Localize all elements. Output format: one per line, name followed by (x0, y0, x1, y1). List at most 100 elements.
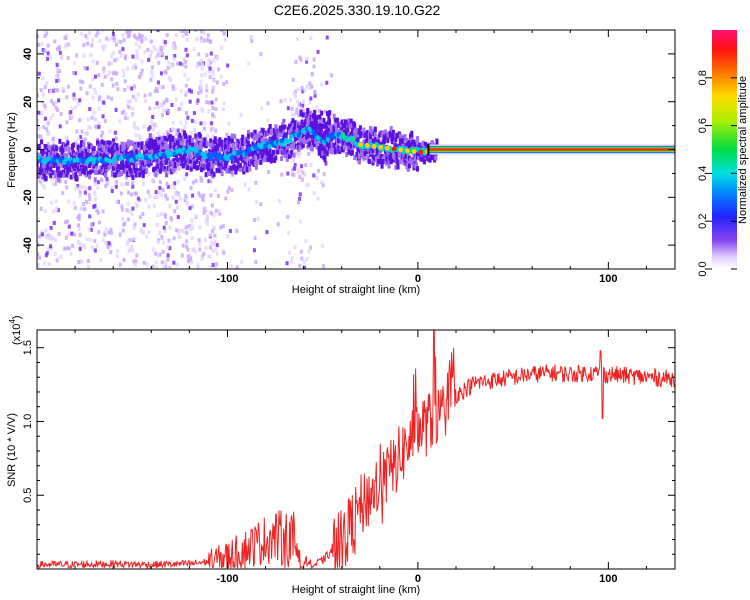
spectrogram-noise-cell (131, 106, 135, 111)
spectrogram-band-cell (141, 172, 145, 178)
spectrogram-band-cell (322, 144, 326, 150)
spectrogram-noise-cell (77, 240, 81, 245)
spectrogram-noise-cell (211, 133, 215, 138)
spectrogram-noise-cell (70, 231, 74, 236)
spectrogram-noise-cell (76, 137, 80, 142)
spectrogram-band-cell (115, 150, 119, 156)
spectrogram-noise-cell (101, 44, 105, 49)
spectrogram-noise-cell (154, 55, 158, 60)
spectrogram-band-cell (336, 142, 340, 148)
spectrogram-noise-cell (57, 98, 61, 103)
spectrogram-noise-cell (62, 246, 66, 251)
spectrogram-noise-cell (210, 203, 214, 208)
spectrogram-noise-cell (188, 257, 192, 262)
spectrogram-noise-cell (144, 36, 148, 41)
spectrogram-noise-cell (292, 166, 296, 171)
spectrogram-noise-cell (201, 198, 205, 203)
spectrogram-noise-cell (109, 250, 113, 255)
spectrogram-band-cell (344, 123, 348, 129)
spectrogram-noise-cell (108, 70, 112, 75)
spectrogram-noise-cell (64, 44, 68, 49)
spectrogram-band-cell (401, 138, 405, 144)
colorbar-tick-label: 0.8 (697, 70, 709, 85)
spectrogram-band-cell (406, 166, 410, 172)
spectrogram-noise-cell (172, 236, 176, 241)
spectrogram-noise-cell (54, 199, 58, 204)
spectrogram-band-cell (365, 137, 369, 143)
spectrogram-noise-cell (205, 88, 209, 93)
spectrogram-band-cell (115, 146, 119, 152)
spectrogram-band-cell (365, 130, 369, 136)
spectrogram-band-cell (320, 110, 324, 116)
spectrogram-noise-cell (203, 238, 207, 243)
spectrogram-noise-cell (65, 185, 69, 190)
spectrogram-band-cell (366, 154, 370, 160)
spectrogram-band-cell (189, 159, 193, 165)
colorbar: 0.00.20.40.60.8 Normalized spectral ampl… (697, 30, 749, 277)
spectrogram-noise-cell (107, 37, 111, 42)
spectrogram-noise-cell (320, 117, 324, 122)
spectrogram-noise-cell (143, 49, 147, 54)
spectrogram-noise-cell (171, 84, 175, 89)
spectrogram-y-tick-label: -40 (22, 237, 34, 253)
spectrogram-band-cell (107, 165, 111, 171)
spectrogram-noise-cell (120, 204, 124, 209)
spectrogram-noise-cell (231, 172, 235, 177)
spectrogram-band-cell (318, 143, 322, 149)
spectrogram-noise-cell (130, 212, 134, 217)
spectrogram-band-cell (190, 142, 194, 148)
spectrogram-band-cell (321, 123, 325, 129)
spectrogram-noise-cell (40, 232, 44, 237)
spectrogram-noise-cell (59, 111, 63, 116)
spectrogram-noise-cell (204, 94, 208, 99)
spectrogram-noise-cell (296, 37, 300, 42)
spectrogram-noise-cell (168, 266, 172, 269)
spectrogram-band-cell (300, 136, 304, 142)
spectrogram-noise-cell (152, 133, 156, 138)
spectrogram-noise-cell (56, 73, 60, 78)
spectrogram-noise-cell (201, 62, 205, 67)
spectrogram-band-cell (157, 136, 161, 142)
spectrogram-band-cell (92, 151, 96, 157)
spectrogram-noise-cell (180, 101, 184, 106)
spectrogram-band-cell (158, 158, 162, 164)
spectrogram-noise-cell (144, 98, 148, 103)
spectrogram-band-cell (390, 135, 394, 141)
spectrogram-noise-cell (97, 97, 101, 102)
spectrogram-noise-cell (132, 225, 136, 230)
spectrogram-noise-cell (178, 61, 182, 66)
spectrogram-noise-cell (131, 181, 135, 186)
spectrogram-noise-cell (51, 176, 55, 181)
spectrogram-noise-cell (145, 262, 149, 267)
spectrogram-noise-cell (159, 103, 163, 108)
spectrogram-noise-cell (76, 101, 80, 106)
spectrogram-noise-cell (40, 181, 44, 186)
spectrogram-noise-cell (305, 59, 309, 64)
spectrogram-noise-cell (207, 58, 211, 63)
spectrogram-noise-cell (122, 69, 126, 74)
spectrogram-noise-cell (78, 193, 82, 198)
spectrogram-band-cell (66, 169, 70, 175)
spectrogram-noise-cell (72, 92, 76, 97)
spectrogram-noise-cell (210, 100, 214, 105)
spectrogram-noise-cell (78, 246, 82, 251)
spectrogram-band-cell (213, 138, 217, 144)
spectrogram-band-cell (147, 161, 151, 167)
spectrogram-noise-cell (44, 253, 48, 258)
spectrogram-noise-cell (162, 100, 166, 105)
spectrogram-noise-cell (183, 177, 187, 182)
spectrogram-noise-cell (222, 31, 226, 36)
spectrogram-noise-cell (310, 71, 314, 76)
spectrogram-band-cell (273, 157, 277, 163)
spectrogram-noise-cell (107, 241, 111, 246)
spectrogram-noise-cell (67, 246, 71, 251)
spectrogram-noise-cell (209, 179, 213, 184)
spectrogram-noise-cell (134, 41, 138, 46)
spectrogram-noise-cell (165, 33, 169, 38)
spectrogram-noise-cell (301, 170, 305, 175)
spectrogram-noise-cell (175, 228, 179, 233)
spectrogram-noise-cell (78, 190, 82, 195)
spectrogram-band-cell (157, 140, 161, 146)
spectrogram-band-cell (204, 150, 208, 156)
spectrogram-band-cell (49, 173, 53, 179)
